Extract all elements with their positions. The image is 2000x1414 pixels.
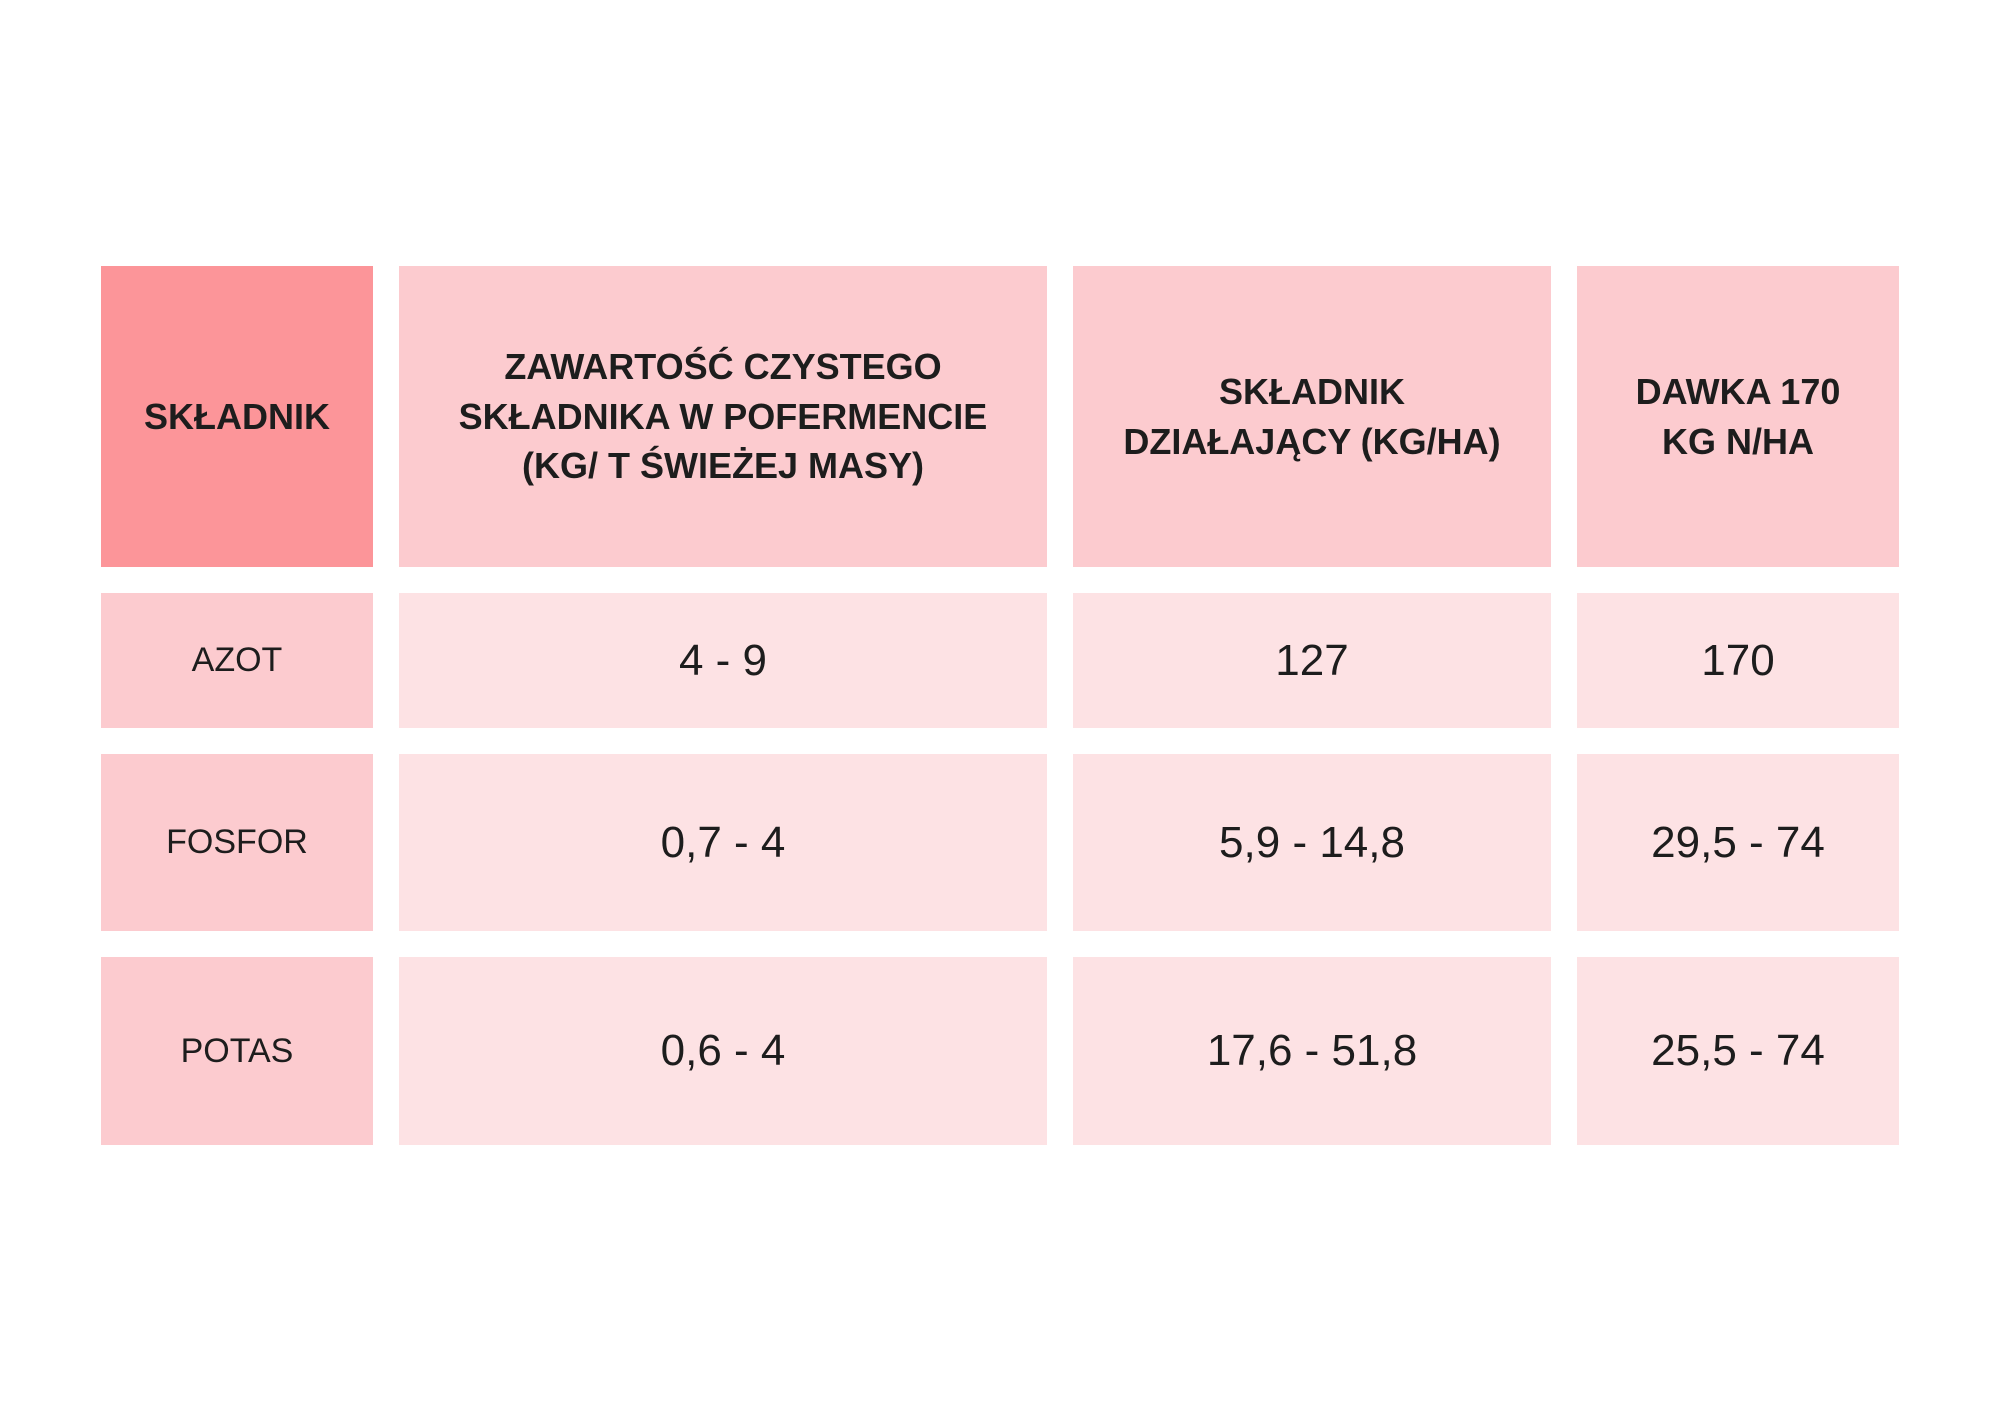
header-skladnik-dzialajacy: SKŁADNIK DZIAŁAJĄCY (KG/HA) — [1073, 266, 1551, 567]
azot-dawka-value: 170 — [1577, 593, 1899, 728]
potas-dawka-value: 25,5 - 74 — [1577, 957, 1899, 1145]
row-label-azot: AZOT — [101, 593, 373, 728]
header-zawartosc-czystego: ZAWARTOŚĆ CZYSTEGO SKŁADNIKA W POFERMENC… — [399, 266, 1047, 567]
nutrient-table: SKŁADNIK ZAWARTOŚĆ CZYSTEGO SKŁADNIKA W … — [101, 266, 1899, 1145]
row-label-fosfor: FOSFOR — [101, 754, 373, 931]
azot-zawartosc-value: 4 - 9 — [399, 593, 1047, 728]
potas-dzialajacy-value: 17,6 - 51,8 — [1073, 957, 1551, 1145]
header-dawka: DAWKA 170 KG N/HA — [1577, 266, 1899, 567]
potas-zawartosc-value: 0,6 - 4 — [399, 957, 1047, 1145]
azot-dzialajacy-value: 127 — [1073, 593, 1551, 728]
header-skladnik: SKŁADNIK — [101, 266, 373, 567]
fosfor-zawartosc-value: 0,7 - 4 — [399, 754, 1047, 931]
fosfor-dawka-value: 29,5 - 74 — [1577, 754, 1899, 931]
row-label-potas: POTAS — [101, 957, 373, 1145]
fosfor-dzialajacy-value: 5,9 - 14,8 — [1073, 754, 1551, 931]
